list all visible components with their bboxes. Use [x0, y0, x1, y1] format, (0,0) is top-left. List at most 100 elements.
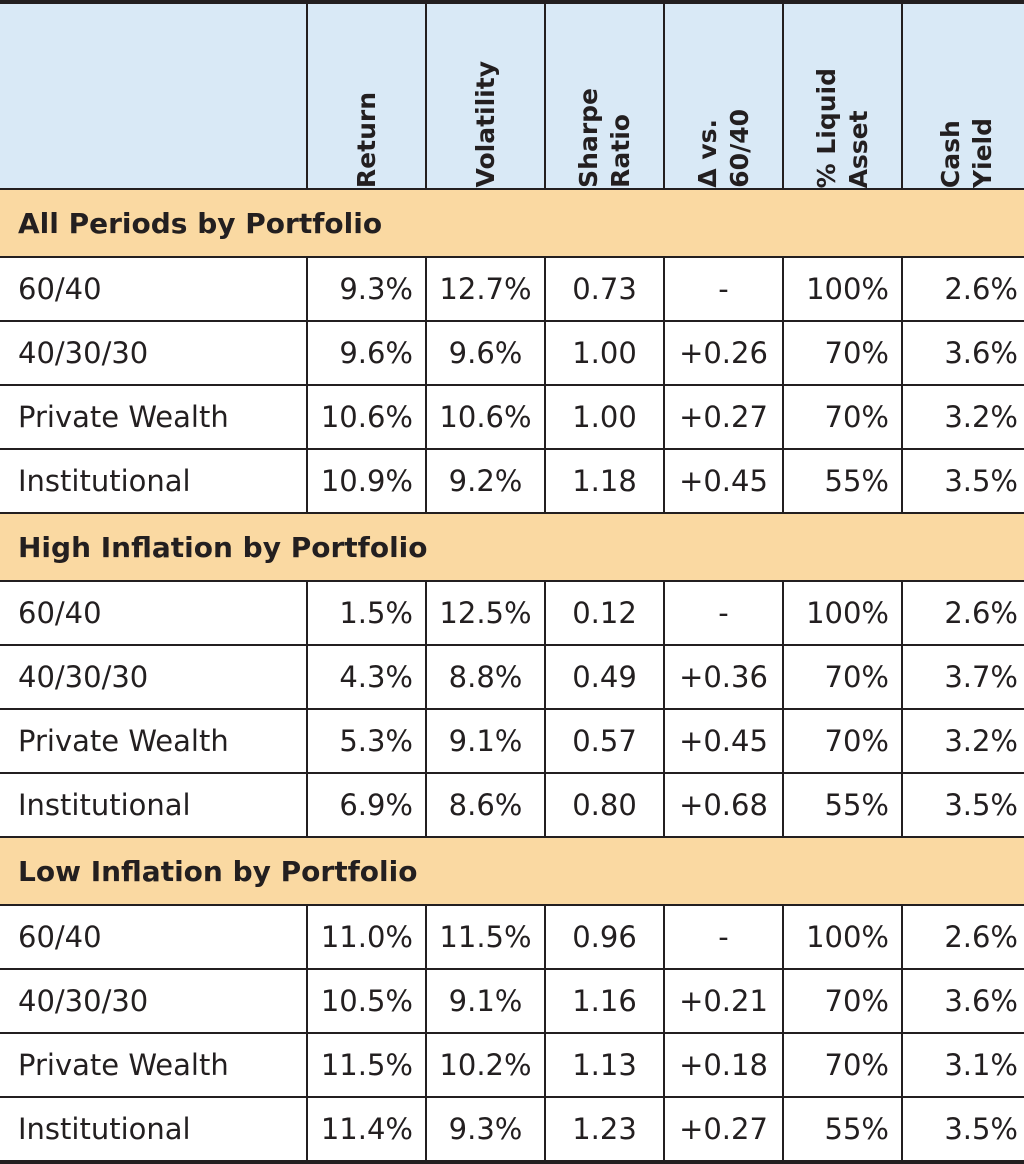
- cell-return: 6.9%: [306, 773, 426, 838]
- cell-return: 5.3%: [306, 709, 426, 774]
- section-header-row: Low Inflation by Portfolio: [0, 837, 1024, 906]
- cell-sharpe-ratio: 0.57: [544, 709, 664, 774]
- cell-liquid-asset: 70%: [782, 321, 902, 386]
- row-label-cell: 60/40: [0, 581, 307, 646]
- section-title: Low Inflation by Portfolio: [0, 837, 1024, 906]
- column-header-liquid-asset: % Liquid Asset: [782, 0, 902, 190]
- cell-sharpe-ratio: 0.49: [544, 645, 664, 710]
- cell-volatility: 9.3%: [425, 1097, 545, 1164]
- cell-sharpe-ratio: 1.23: [544, 1097, 664, 1164]
- cell-cash-yield: 2.6%: [901, 257, 1024, 322]
- row-label-cell: Institutional: [0, 773, 307, 838]
- cell-return: 9.6%: [306, 321, 426, 386]
- cell-sharpe-ratio: 1.18: [544, 449, 664, 514]
- cell-delta-vs-60-40: -: [663, 905, 783, 970]
- column-header-label: Cash Yield: [935, 117, 997, 188]
- cell-volatility: 8.6%: [425, 773, 545, 838]
- cell-cash-yield: 3.5%: [901, 773, 1024, 838]
- table-row: Private Wealth 11.5% 10.2% 1.13 +0.18 70% 3.1%: [0, 1033, 1024, 1098]
- row-label-cell: 40/30/30: [0, 969, 307, 1034]
- cell-volatility: 12.7%: [425, 257, 545, 322]
- cell-delta-vs-60-40: +0.45: [663, 709, 783, 774]
- cell-cash-yield: 2.6%: [901, 905, 1024, 970]
- column-header-label: Volatility: [470, 61, 500, 188]
- cell-cash-yield: 3.2%: [901, 709, 1024, 774]
- cell-return: 10.5%: [306, 969, 426, 1034]
- cell-cash-yield: 2.6%: [901, 581, 1024, 646]
- cell-cash-yield: 3.6%: [901, 969, 1024, 1034]
- table-row: 40/30/30 4.3% 8.8% 0.49 +0.36 70% 3.7%: [0, 645, 1024, 710]
- cell-delta-vs-60-40: +0.26: [663, 321, 783, 386]
- cell-cash-yield: 3.5%: [901, 1097, 1024, 1164]
- cell-return: 11.4%: [306, 1097, 426, 1164]
- row-label-cell: Private Wealth: [0, 709, 307, 774]
- column-header-label: Return: [351, 91, 381, 188]
- cell-delta-vs-60-40: +0.27: [663, 385, 783, 450]
- column-header-sharpe-ratio: Sharpe Ratio: [544, 0, 664, 190]
- cell-sharpe-ratio: 0.96: [544, 905, 664, 970]
- row-label-cell: Institutional: [0, 449, 307, 514]
- section-header-row: All Periods by Portfolio: [0, 189, 1024, 258]
- cell-cash-yield: 3.6%: [901, 321, 1024, 386]
- row-label-cell: 40/30/30: [0, 645, 307, 710]
- cell-delta-vs-60-40: +0.27: [663, 1097, 783, 1164]
- cell-liquid-asset: 55%: [782, 773, 902, 838]
- table-body: All Periods by Portfolio 60/40 9.3% 12.7% 0.…: [0, 189, 1024, 1164]
- cell-cash-yield: 3.2%: [901, 385, 1024, 450]
- cell-delta-vs-60-40: -: [663, 257, 783, 322]
- row-label-cell: Institutional: [0, 1097, 307, 1164]
- cell-cash-yield: 3.7%: [901, 645, 1024, 710]
- row-label-cell: 60/40: [0, 257, 307, 322]
- cell-delta-vs-60-40: +0.21: [663, 969, 783, 1034]
- cell-liquid-asset: 70%: [782, 969, 902, 1034]
- cell-volatility: 10.6%: [425, 385, 545, 450]
- cell-delta-vs-60-40: +0.68: [663, 773, 783, 838]
- cell-sharpe-ratio: 0.73: [544, 257, 664, 322]
- cell-sharpe-ratio: 1.13: [544, 1033, 664, 1098]
- cell-delta-vs-60-40: -: [663, 581, 783, 646]
- cell-delta-vs-60-40: +0.18: [663, 1033, 783, 1098]
- cell-liquid-asset: 55%: [782, 449, 902, 514]
- table-row: 60/40 11.0% 11.5% 0.96-100% 2.6%: [0, 905, 1024, 970]
- cell-liquid-asset: 55%: [782, 1097, 902, 1164]
- table-row: 40/30/30 10.5% 9.1% 1.16 +0.21 70% 3.6%: [0, 969, 1024, 1034]
- row-label-cell: Private Wealth: [0, 385, 307, 450]
- cell-return: 11.0%: [306, 905, 426, 970]
- cell-liquid-asset: 100%: [782, 905, 902, 970]
- cell-volatility: 9.6%: [425, 321, 545, 386]
- cell-sharpe-ratio: 1.16: [544, 969, 664, 1034]
- table-row: Institutional 6.9% 8.6% 0.80 +0.68 55% 3.5%: [0, 773, 1024, 838]
- cell-return: 9.3%: [306, 257, 426, 322]
- table-row: Institutional 10.9% 9.2% 1.18 +0.45 55% 3.5%: [0, 449, 1024, 514]
- cell-liquid-asset: 100%: [782, 257, 902, 322]
- table-row: 40/30/30 9.6% 9.6% 1.00 +0.26 70% 3.6%: [0, 321, 1024, 386]
- cell-volatility: 9.2%: [425, 449, 545, 514]
- header-row: Return Volatility Sharpe Ratio Δ vs. 60/40%…: [0, 0, 1024, 190]
- cell-return: 10.6%: [306, 385, 426, 450]
- column-header-delta-vs-60-40: Δ vs. 60/40: [663, 0, 783, 190]
- row-label-cell: 60/40: [0, 905, 307, 970]
- cell-sharpe-ratio: 1.00: [544, 385, 664, 450]
- cell-cash-yield: 3.1%: [901, 1033, 1024, 1098]
- row-label-cell: Private Wealth: [0, 1033, 307, 1098]
- column-header-return: Return: [306, 0, 426, 190]
- cell-sharpe-ratio: 0.12: [544, 581, 664, 646]
- section-title: High Inflation by Portfolio: [0, 513, 1024, 582]
- cell-volatility: 8.8%: [425, 645, 545, 710]
- cell-return: 4.3%: [306, 645, 426, 710]
- table-row: 60/40 1.5% 12.5% 0.12-100% 2.6%: [0, 581, 1024, 646]
- column-header-label: Sharpe Ratio: [573, 88, 635, 188]
- table-row: 60/40 9.3% 12.7% 0.73-100% 2.6%: [0, 257, 1024, 322]
- table-row: Private Wealth 5.3% 9.1% 0.57 +0.45 70% 3.2%: [0, 709, 1024, 774]
- cell-sharpe-ratio: 1.00: [544, 321, 664, 386]
- column-header-cash-yield: Cash Yield: [901, 0, 1024, 190]
- column-header-label: % Liquid Asset: [811, 67, 873, 188]
- row-label-cell: 40/30/30: [0, 321, 307, 386]
- cell-cash-yield: 3.5%: [901, 449, 1024, 514]
- cell-liquid-asset: 70%: [782, 1033, 902, 1098]
- cell-return: 11.5%: [306, 1033, 426, 1098]
- cell-volatility: 12.5%: [425, 581, 545, 646]
- column-header-volatility: Volatility: [425, 0, 545, 190]
